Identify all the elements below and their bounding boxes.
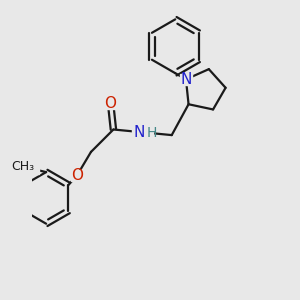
Bar	[133, 125, 153, 140]
Bar	[104, 98, 117, 109]
Bar	[6, 159, 39, 174]
Text: N: N	[180, 72, 192, 87]
Text: N: N	[134, 125, 145, 140]
Text: O: O	[71, 168, 83, 183]
Bar	[71, 170, 83, 181]
Bar	[180, 74, 192, 85]
Text: O: O	[105, 96, 117, 111]
Text: CH₃: CH₃	[11, 160, 34, 173]
Text: H: H	[146, 126, 157, 140]
